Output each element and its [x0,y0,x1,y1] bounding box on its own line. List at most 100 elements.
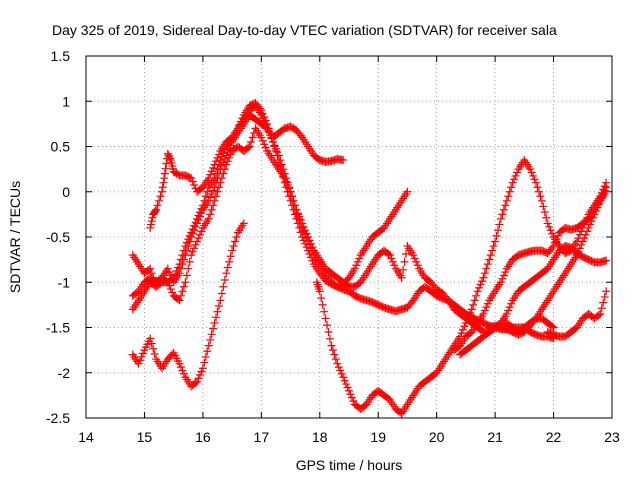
data-point [403,187,412,196]
data-point [602,256,611,265]
data-point [209,186,218,195]
data-point [317,294,326,303]
data-point [458,325,467,334]
data-point [258,109,267,118]
data-point [327,341,336,350]
data-point [153,201,162,210]
data-point [600,292,609,301]
data-point [495,220,504,229]
data-point [210,196,219,205]
data-point [200,358,209,367]
data-point [407,298,416,307]
data-point [590,210,599,219]
data-point [206,335,215,344]
data-point [502,196,511,205]
plot-frame [85,55,613,419]
data-point [188,177,197,186]
data-point [401,249,410,258]
data-point [176,363,185,372]
data-point [260,140,269,149]
data-point [602,287,611,296]
data-point [165,281,174,290]
data-point [166,271,175,280]
data-point [305,236,314,245]
data-point [206,193,215,202]
data-point [204,341,213,350]
data-point [586,220,595,229]
data-point [413,261,422,270]
data-point [219,282,228,291]
x-tick-label: 15 [137,429,153,445]
data-point [507,299,516,308]
data-point [213,307,222,316]
data-point [229,242,238,251]
data-point [212,192,221,201]
data-point [345,386,353,395]
data-point [206,210,215,219]
data-point [526,165,535,174]
data-point [178,260,187,269]
data-point [137,352,146,361]
data-point [479,273,488,282]
x-tick-label: 17 [254,429,270,445]
data-point [217,174,226,183]
data-point [442,294,451,303]
data-point [223,263,232,272]
data-point [496,278,505,287]
series-trace-10 [543,287,611,341]
data-point [209,163,218,172]
data-point [187,251,196,260]
data-point [182,271,191,280]
data-point [285,183,294,192]
data-point [261,143,270,152]
data-point [149,273,158,282]
data-point [328,346,337,355]
data-point [336,366,345,375]
data-point [464,312,473,321]
data-point [292,205,301,214]
data-point [212,157,221,166]
data-point [505,303,514,312]
data-point [160,169,169,178]
data-point [552,235,561,244]
data-point [181,278,190,287]
data-point [148,213,157,222]
x-tick-label: 23 [604,429,620,445]
data-point [203,347,212,356]
data-point [583,227,592,236]
data-point [179,282,188,291]
data-point [159,178,168,187]
data-point [390,261,399,270]
data-point [197,209,206,218]
data-point [321,314,330,323]
data-point [161,164,170,173]
data-point [198,364,207,373]
data-point [204,174,213,183]
data-point [507,183,516,192]
data-point [470,296,479,305]
data-point [223,157,232,166]
data-point [397,273,406,282]
data-point [238,114,247,123]
data-point [600,186,609,195]
data-point [194,234,203,243]
data-point [190,244,199,253]
data-point [593,203,602,212]
data-point [400,257,409,266]
data-point [270,141,279,150]
data-point [197,367,206,376]
data-point [331,355,340,364]
data-point [485,255,494,264]
data-point [213,153,222,162]
data-point [315,287,324,296]
data-point [461,318,470,327]
data-point [350,264,359,273]
data-point [574,247,583,256]
data-point [549,242,558,251]
data-point [551,238,560,247]
data-point [542,213,551,222]
data-point [384,249,393,258]
data-point [195,212,204,221]
data-point [548,229,557,238]
